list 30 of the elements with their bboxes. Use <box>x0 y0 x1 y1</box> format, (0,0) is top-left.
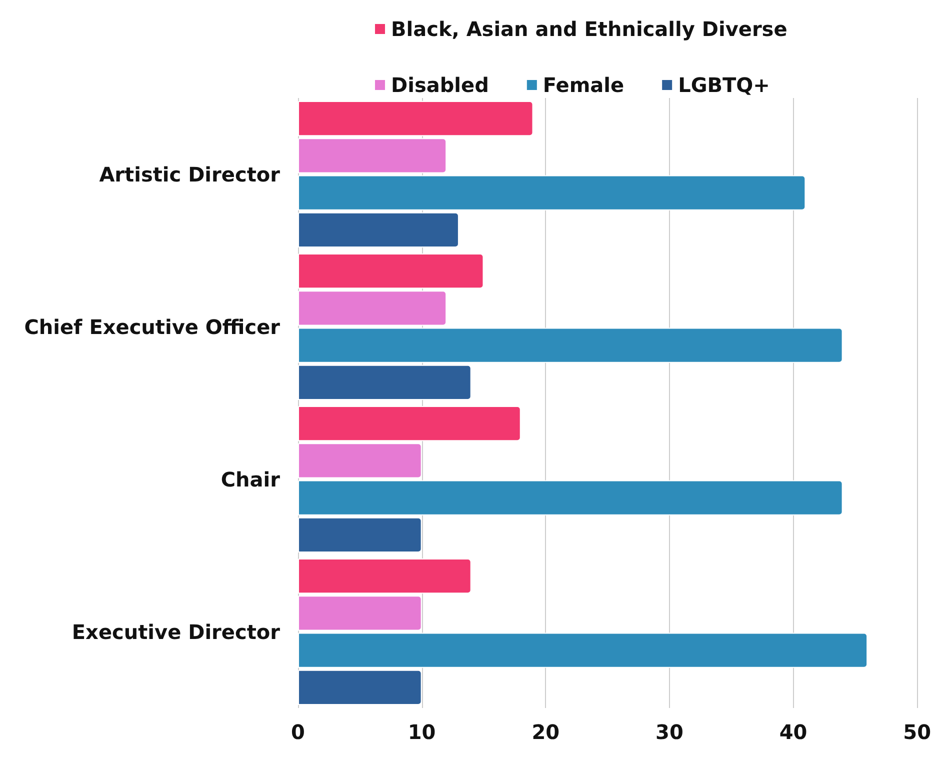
bar <box>298 101 534 136</box>
bar <box>298 632 868 668</box>
legend-label: LGBTQ+ <box>678 73 770 97</box>
bar <box>298 406 521 442</box>
bar <box>298 212 459 248</box>
bar <box>298 328 843 363</box>
bar <box>298 480 843 516</box>
y-tick-label: Artistic Director <box>99 162 280 186</box>
x-tick-label: 0 <box>291 720 305 744</box>
bar <box>298 443 422 478</box>
bar <box>298 175 806 210</box>
legend-label: Female <box>542 73 624 97</box>
x-tick-label: 20 <box>532 720 560 744</box>
legend-label: Disabled <box>391 73 489 97</box>
x-tick-label: 40 <box>779 720 808 744</box>
bar <box>298 558 472 594</box>
y-tick-label: Chair <box>220 467 280 492</box>
x-tick-label: 10 <box>408 720 436 744</box>
y-tick-label: Chief Executive Officer <box>24 314 280 339</box>
legend-label: Black, Asian and Ethnically Diverse <box>391 17 788 41</box>
y-tick-label: Executive Director <box>72 620 280 644</box>
bar <box>298 517 422 552</box>
bar <box>298 290 447 326</box>
bar <box>298 138 447 174</box>
bar <box>298 596 422 631</box>
x-tick-label: 50 <box>903 720 932 744</box>
bar <box>298 254 484 289</box>
x-tick-label: 30 <box>656 720 684 744</box>
bar <box>298 670 422 705</box>
bar <box>298 364 472 400</box>
